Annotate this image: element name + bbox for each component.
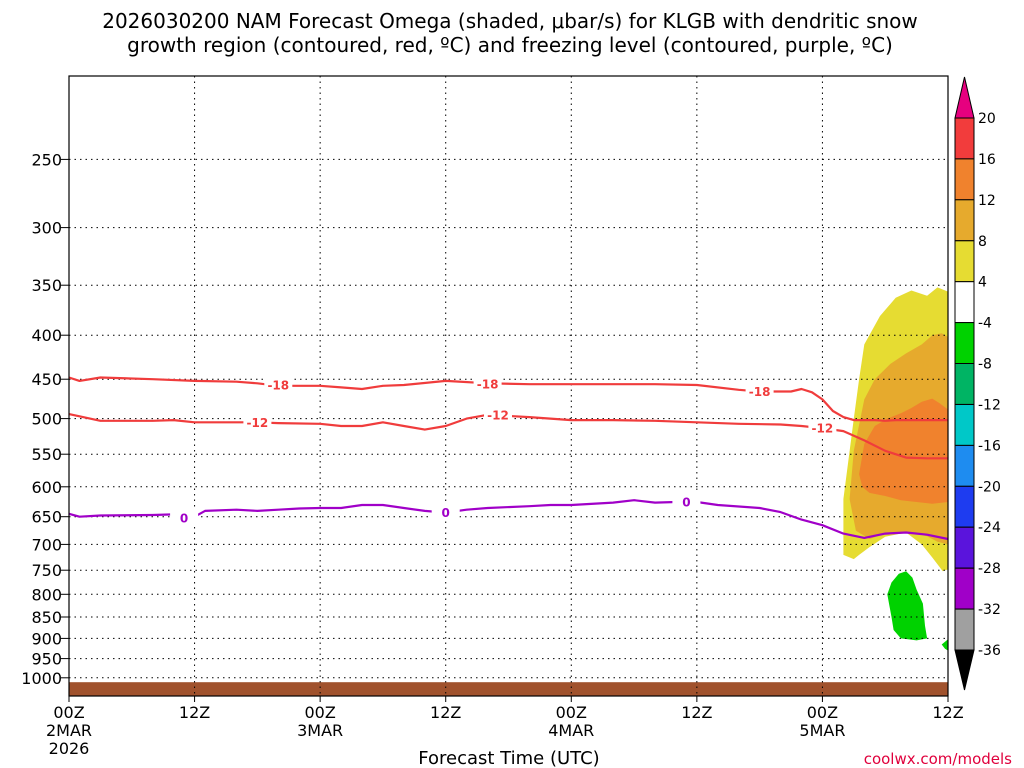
colorbar-bin xyxy=(954,363,975,405)
colorbar-label: 12 xyxy=(978,193,996,209)
contour-label-bg xyxy=(243,414,272,430)
colorbar-label: -20 xyxy=(978,479,1001,495)
y-tick-label: 850 xyxy=(31,608,62,627)
colorbar-bin xyxy=(954,281,975,324)
colorbar-label: -12 xyxy=(978,398,1001,414)
y-tick-label: 350 xyxy=(31,276,62,295)
contour-label-bg xyxy=(431,504,460,520)
colorbar-label: 20 xyxy=(978,111,996,127)
contour-line--18 xyxy=(68,376,948,422)
contour-label: -18 xyxy=(477,378,499,392)
y-tick-label: 400 xyxy=(31,326,62,345)
y-axis-ticks: 250 300 350 400 450 500 550 600 650 700 750 800 850 9… xyxy=(21,150,69,688)
colorbar-label: -4 xyxy=(978,316,992,332)
colorbar-label: 16 xyxy=(978,152,996,168)
colorbar-bin xyxy=(954,158,975,201)
x-tick-label: 12Z xyxy=(932,703,963,722)
contour-lines: -18 -18 -18 -12 -12 -12 0 0 0 xyxy=(68,376,949,541)
colorbar-bin xyxy=(954,567,975,610)
terrain-band xyxy=(69,682,948,696)
contour-label: 0 xyxy=(682,496,690,510)
y-tick-label: 950 xyxy=(31,650,62,669)
omega-region-4 xyxy=(941,639,948,651)
contour-label-bg xyxy=(672,494,701,509)
y-tick-label: 450 xyxy=(31,370,62,389)
colorbar-label: -24 xyxy=(978,520,1001,536)
terrain-layer xyxy=(69,682,948,696)
contour-label: -18 xyxy=(749,385,771,399)
x-tick-label: 00Z xyxy=(53,703,84,722)
y-tick-label: 550 xyxy=(31,445,62,464)
colorbar-bin xyxy=(954,485,975,528)
y-tick-label: 300 xyxy=(31,219,62,238)
plot-frame xyxy=(68,75,949,697)
colorbar-bin xyxy=(954,240,975,283)
colorbar-label: -8 xyxy=(978,357,992,373)
contour-line-0 xyxy=(68,499,949,541)
colorbar-label: 4 xyxy=(978,275,987,291)
x-tick-label: 00Z xyxy=(556,703,587,722)
contour-label-bg xyxy=(473,376,502,392)
y-tick-label: 750 xyxy=(31,561,62,580)
y-tick-label: 500 xyxy=(31,410,62,429)
omega-shading xyxy=(843,287,948,651)
omega-region-2 xyxy=(859,398,948,504)
x-axis-label: Forecast Time (UTC) xyxy=(418,748,599,768)
y-tick-label: 600 xyxy=(31,478,62,497)
y-tick-label: 1000 xyxy=(21,669,62,688)
colorbar-label: -36 xyxy=(978,643,1001,659)
colorbar-bin xyxy=(954,199,975,242)
contour-label: -18 xyxy=(267,379,289,393)
colorbar-bin xyxy=(954,608,975,651)
colorbar-label: -32 xyxy=(978,602,1001,618)
y-tick-label: 250 xyxy=(31,150,62,169)
x-tick-label: 3MAR xyxy=(297,721,343,740)
chart-title-line1: 2026030200 NAM Forecast Omega (shaded, μ… xyxy=(102,9,918,33)
x-tick-label: 00Z xyxy=(304,703,335,722)
colorbar-label: -16 xyxy=(978,438,1001,454)
colorbar-bin xyxy=(954,117,975,160)
colorbar: 20 16 12 8 4 -4 -8 -12 -16 -20 -24 -28 -32 -36 xyxy=(954,76,1001,691)
colorbar-bottom-arrow xyxy=(954,649,975,691)
y-tick-label: 650 xyxy=(31,508,62,527)
x-tick-label: 5MAR xyxy=(799,721,845,740)
y-tick-label: 900 xyxy=(31,629,62,648)
grid-lines xyxy=(69,76,948,696)
contour-label-bg xyxy=(808,420,837,436)
contour-label-bg xyxy=(264,377,293,392)
contour-label: -12 xyxy=(247,416,269,430)
plot-background xyxy=(69,76,948,696)
x-tick-label: 2026 xyxy=(49,739,90,758)
x-tick-label: 12Z xyxy=(681,703,712,722)
contour-label: -12 xyxy=(487,408,509,422)
x-tick-label: 00Z xyxy=(807,703,838,722)
contour-label: 0 xyxy=(180,511,188,525)
colorbar-bin xyxy=(954,526,975,569)
credit-text: coolwx.com/models xyxy=(864,750,1012,768)
colorbar-bin xyxy=(954,404,975,446)
x-tick-label: 12Z xyxy=(179,703,210,722)
colorbar-label: 8 xyxy=(978,234,987,250)
y-tick-label: 700 xyxy=(31,535,62,554)
chart-title-line2: growth region (contoured, red, ºC) and f… xyxy=(127,33,893,57)
contour-label: -12 xyxy=(812,422,834,436)
contour-label-bg xyxy=(170,509,199,525)
x-tick-label: 2MAR xyxy=(46,721,92,740)
y-tick-label: 800 xyxy=(31,585,62,604)
colorbar-top-arrow xyxy=(954,76,975,119)
contour-label-bg xyxy=(484,406,512,422)
x-tick-label: 12Z xyxy=(430,703,461,722)
colorbar-bin xyxy=(954,444,975,487)
contour-label: 0 xyxy=(442,506,450,520)
colorbar-label: -28 xyxy=(978,561,1001,577)
colorbar-bin xyxy=(954,322,975,365)
omega-region-3 xyxy=(887,571,928,641)
contour-label-bg xyxy=(745,383,774,399)
x-tick-label: 4MAR xyxy=(548,721,594,740)
plot-area: -18 -18 -18 -12 -12 -12 0 0 0 xyxy=(68,75,949,697)
